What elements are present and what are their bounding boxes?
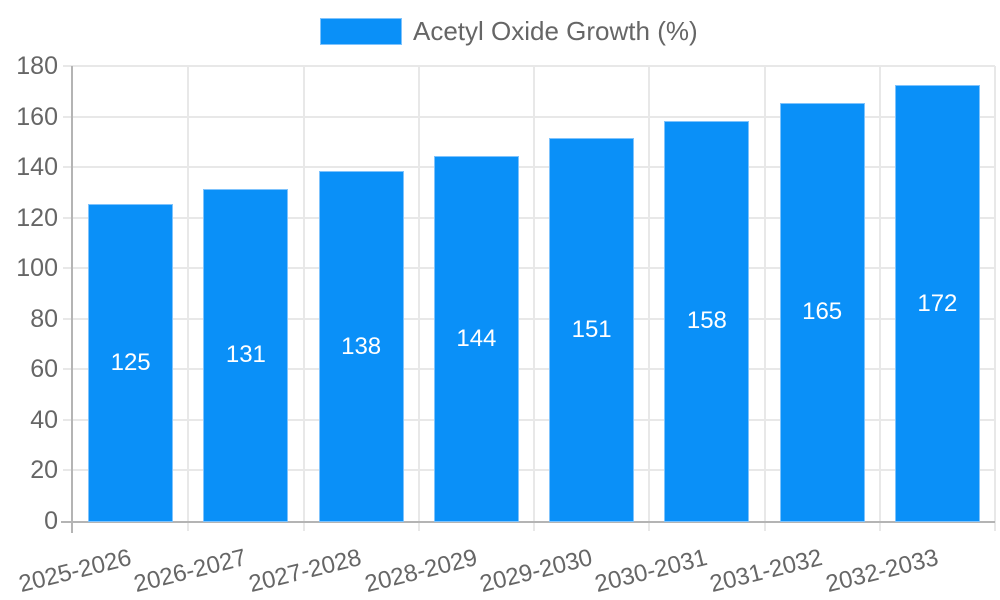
- y-axis-tick: [63, 166, 73, 169]
- bar[interactable]: 165: [779, 102, 865, 522]
- y-tick-label: 0: [44, 507, 58, 535]
- bar-value-label: 172: [917, 289, 958, 317]
- bar[interactable]: 125: [88, 204, 174, 522]
- bar[interactable]: 172: [894, 85, 980, 522]
- bar[interactable]: 138: [318, 171, 404, 522]
- x-axis-tick: [417, 521, 420, 531]
- bar-value-label: 125: [110, 349, 151, 376]
- y-axis-tick: [63, 418, 73, 421]
- x-tick-label: 2027-2028: [246, 544, 365, 598]
- gridline-vertical: [533, 66, 535, 521]
- x-tick-label: 2029-2030: [477, 544, 595, 598]
- x-axis-tick: [994, 521, 996, 531]
- x-axis-line: [61, 521, 995, 523]
- y-tick-label: 100: [16, 254, 58, 283]
- y-tick-label: 60: [30, 355, 58, 384]
- y-tick-label: 160: [16, 102, 58, 131]
- bar-value-label: 165: [802, 298, 843, 326]
- bar[interactable]: 144: [433, 156, 519, 522]
- gridline-vertical: [302, 66, 305, 521]
- x-tick-label: 2025-2026: [16, 544, 134, 598]
- x-axis-tick: [648, 521, 651, 531]
- y-axis-tick: [63, 368, 73, 371]
- y-axis-tick: [63, 267, 73, 270]
- bar[interactable]: 131: [203, 188, 289, 522]
- x-axis-tick: [302, 521, 305, 531]
- x-axis-tick: [533, 521, 535, 531]
- bar-value-label: 138: [341, 332, 382, 360]
- y-tick-label: 140: [16, 153, 58, 182]
- bar-value-label: 151: [571, 316, 612, 344]
- gridline-vertical: [878, 66, 881, 521]
- y-tick-label: 120: [16, 203, 58, 232]
- bar[interactable]: 158: [664, 120, 750, 522]
- legend[interactable]: Acetyl Oxide Growth (%): [320, 16, 698, 46]
- x-axis-tick: [878, 521, 881, 531]
- gridline-vertical: [187, 66, 190, 521]
- legend-swatch: [320, 17, 402, 45]
- y-axis-tick: [63, 216, 73, 219]
- y-tick-label: 20: [30, 456, 58, 485]
- x-tick-label: 2031-2032: [707, 544, 826, 598]
- x-tick-label: 2032-2033: [822, 544, 941, 598]
- gridline-vertical: [763, 66, 766, 521]
- legend-label: Acetyl Oxide Growth (%): [413, 16, 698, 46]
- y-axis-tick: [63, 317, 73, 320]
- y-axis-tick: [63, 115, 73, 118]
- bar-value-label: 144: [456, 325, 497, 352]
- y-axis-line: [71, 66, 73, 533]
- x-tick-label: 2030-2031: [592, 544, 711, 598]
- gridline-vertical: [417, 66, 420, 521]
- x-tick-label: 2026-2027: [131, 544, 250, 598]
- y-axis-tick: [63, 469, 73, 472]
- bar-value-label: 158: [686, 307, 727, 335]
- x-tick-label: 2028-2029: [361, 544, 480, 598]
- y-tick-label: 180: [16, 52, 58, 80]
- bar-value-label: 131: [225, 341, 266, 369]
- x-axis-tick: [763, 521, 766, 531]
- gridline-vertical: [648, 66, 651, 521]
- y-tick-label: 40: [30, 405, 58, 434]
- bar[interactable]: 151: [549, 138, 635, 522]
- x-axis-tick: [187, 521, 190, 531]
- y-axis-tick: [63, 65, 73, 67]
- gridline-vertical: [994, 66, 996, 521]
- y-tick-label: 80: [30, 304, 58, 333]
